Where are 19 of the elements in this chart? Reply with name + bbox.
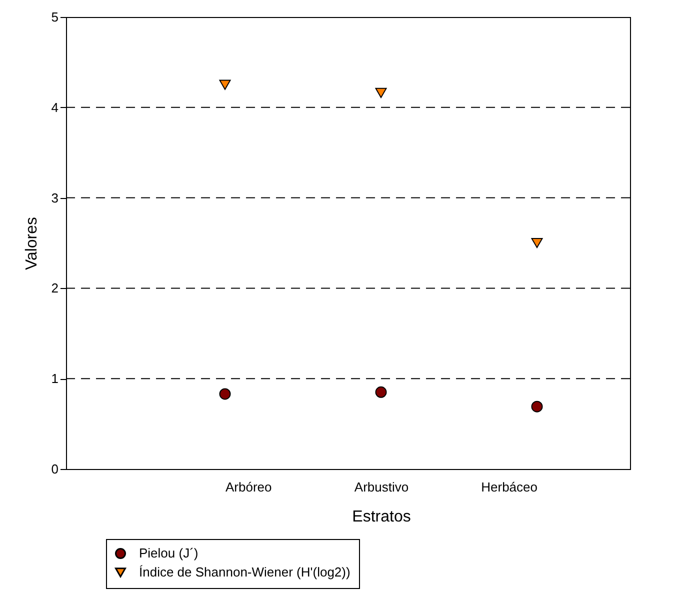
point: [531, 400, 543, 412]
y-tick-label: 2: [51, 280, 58, 296]
y-tick-label: 4: [51, 100, 58, 115]
y-tick-label: 5: [51, 10, 58, 24]
point: [375, 88, 387, 98]
y-axis-title: Valores: [23, 216, 40, 270]
x-tick-label: Herbáceo: [481, 480, 538, 494]
legend-label: Índice de Shannon-Wiener (H'(log2)): [139, 564, 350, 580]
point: [531, 238, 543, 248]
legend-label: Pielou (J´): [139, 546, 198, 560]
y-tick-label: 3: [51, 190, 58, 206]
x-axis-title: Estratos: [352, 508, 411, 526]
point: [219, 388, 231, 400]
y-tick-label: 0: [51, 462, 58, 476]
x-tick-label: Arbustivo: [354, 480, 409, 494]
y-tick-label: 1: [51, 371, 58, 386]
x-tick-label: Arbóreo: [226, 480, 272, 494]
point: [219, 80, 231, 90]
point: [375, 386, 387, 398]
